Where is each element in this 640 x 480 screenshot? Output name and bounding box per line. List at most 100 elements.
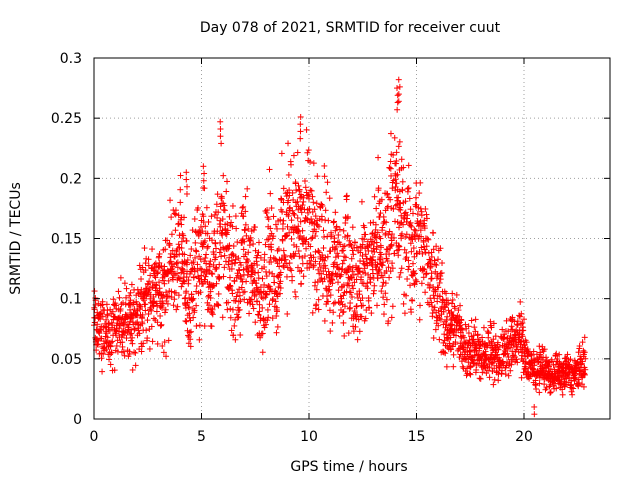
data-point (255, 249, 262, 256)
data-point (339, 260, 346, 267)
data-point (208, 323, 215, 330)
data-point (279, 237, 286, 244)
data-point (98, 310, 105, 317)
data-point (430, 334, 437, 341)
data-point (111, 367, 118, 374)
data-point (136, 302, 143, 309)
data-point (333, 243, 340, 250)
data-point (280, 185, 287, 192)
data-point (110, 296, 117, 303)
data-point (191, 268, 198, 275)
data-point (358, 274, 365, 281)
data-point (159, 295, 166, 302)
data-point (142, 307, 149, 314)
data-point (185, 340, 192, 347)
data-point (265, 236, 272, 243)
axis-ticks: 0 5 10 15 20 0 0.05 0.1 0.15 0.2 0.25 0.3 (51, 51, 610, 445)
data-point (371, 193, 378, 200)
data-point (103, 316, 110, 323)
data-point (382, 280, 389, 287)
data-point (378, 288, 385, 295)
data-point (372, 234, 379, 241)
data-point (280, 247, 287, 254)
data-point (126, 292, 133, 299)
data-point (249, 265, 256, 272)
data-point (327, 248, 334, 255)
data-point (193, 283, 200, 290)
data-point (91, 306, 98, 313)
data-point (178, 221, 185, 228)
data-point (300, 273, 307, 280)
data-point (225, 245, 232, 252)
data-point (213, 201, 220, 208)
data-point (128, 330, 135, 337)
data-point (376, 266, 383, 273)
data-point (325, 217, 332, 224)
data-point (117, 306, 124, 313)
data-point (119, 343, 126, 350)
data-point (386, 274, 393, 281)
data-point (293, 187, 300, 194)
data-point (283, 273, 290, 280)
data-point (502, 371, 509, 378)
data-point (197, 289, 204, 296)
data-point (312, 213, 319, 220)
data-point (163, 353, 170, 360)
data-point (389, 303, 396, 310)
data-point (200, 213, 207, 220)
data-point (340, 227, 347, 234)
y-axis-label: SRMTID / TECUs (8, 182, 24, 295)
data-point (395, 91, 402, 98)
data-point (147, 295, 154, 302)
data-point (104, 307, 111, 314)
data-point (342, 303, 349, 310)
data-point (311, 206, 318, 213)
data-point (380, 220, 387, 227)
data-point (307, 243, 314, 250)
data-point (231, 278, 238, 285)
data-point (268, 246, 275, 253)
data-point (286, 192, 293, 199)
data-point (172, 227, 179, 234)
data-point (243, 278, 250, 285)
y-tick-label: 0.2 (60, 171, 82, 187)
data-point (131, 326, 138, 333)
data-point (559, 391, 566, 398)
data-point (350, 271, 357, 278)
data-point (397, 220, 404, 227)
data-point (379, 283, 386, 290)
data-point (177, 275, 183, 282)
data-point (224, 227, 231, 234)
data-point (103, 330, 110, 337)
data-point (285, 171, 292, 178)
data-point (283, 260, 290, 267)
data-point (341, 332, 348, 339)
data-point (375, 185, 382, 192)
data-point (330, 218, 337, 225)
data-point (449, 296, 456, 303)
data-point (131, 349, 138, 356)
data-point (253, 291, 260, 298)
data-point (330, 263, 337, 270)
data-point (184, 299, 191, 306)
data-point (123, 335, 130, 342)
data-point (329, 280, 336, 287)
data-point (362, 231, 369, 238)
data-point (99, 313, 106, 320)
data-point (346, 263, 353, 270)
data-point (321, 233, 328, 240)
data-point (342, 219, 349, 226)
data-point (327, 292, 334, 299)
data-point (226, 282, 233, 289)
data-point (376, 256, 383, 263)
data-point (334, 250, 341, 257)
data-point (304, 260, 311, 267)
data-point (121, 316, 128, 323)
data-point (175, 241, 182, 248)
data-point (439, 260, 446, 267)
data-point (121, 280, 128, 287)
data-point (531, 411, 538, 418)
data-point (383, 190, 390, 197)
data-point (353, 303, 360, 310)
data-point (299, 227, 306, 234)
